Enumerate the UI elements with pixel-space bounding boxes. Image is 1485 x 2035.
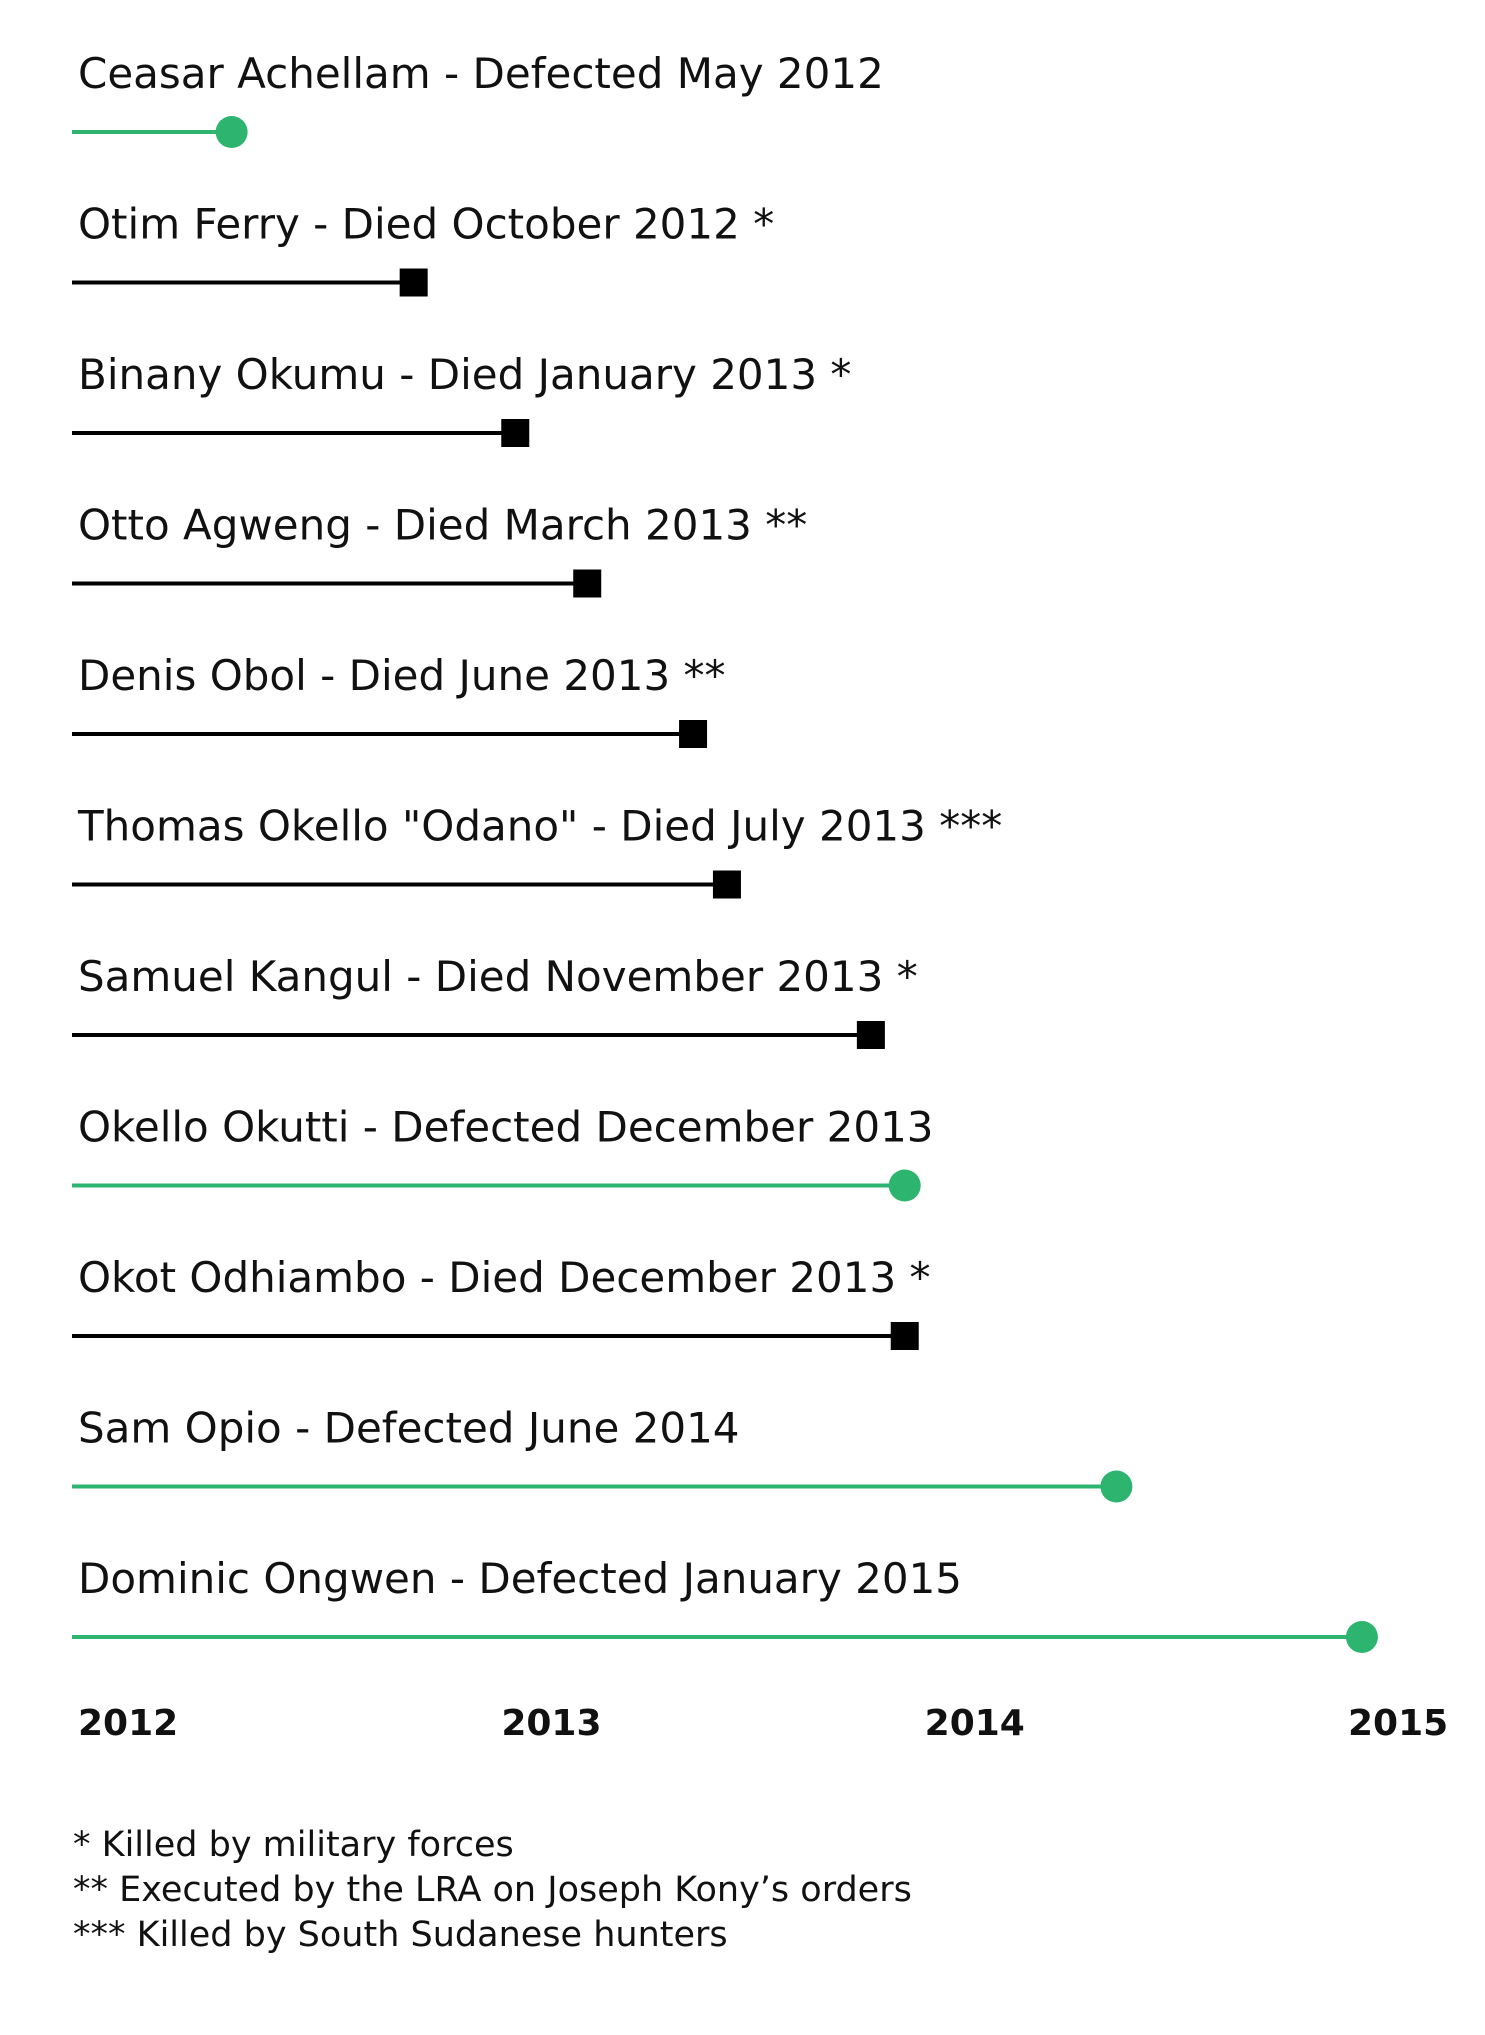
row-label: Okot Odhiambo - Died December 2013 * xyxy=(78,1253,931,1302)
axis-tick-label: 2012 xyxy=(78,1703,178,1744)
timeline-row: Okot Odhiambo - Died December 2013 * xyxy=(72,1253,931,1350)
timeline-row: Dominic Ongwen - Defected January 2015 xyxy=(72,1554,1378,1653)
timeline-row: Binany Okumu - Died January 2013 * xyxy=(72,350,851,447)
timeline-row: Ceasar Achellam - Defected May 2012 xyxy=(72,49,884,148)
row-label: Denis Obol - Died June 2013 ** xyxy=(78,651,726,700)
timeline-row: Thomas Okello "Odano" - Died July 2013 *… xyxy=(72,802,1002,899)
timeline-row: Otim Ferry - Died October 2012 * xyxy=(72,200,774,297)
died-marker xyxy=(856,1021,885,1049)
timeline-row: Otto Agweng - Died March 2013 ** xyxy=(72,501,807,598)
timeline-row: Samuel Kangul - Died November 2013 * xyxy=(72,952,918,1049)
defected-marker xyxy=(1100,1470,1133,1503)
defected-marker xyxy=(215,116,248,148)
died-marker xyxy=(712,870,741,899)
axis-tick-label: 2015 xyxy=(1348,1703,1448,1744)
defected-marker xyxy=(888,1169,921,1202)
died-marker xyxy=(573,569,602,598)
footnote-double-asterisk: ** Executed by the LRA on Joseph Kony’s … xyxy=(73,1870,912,1910)
row-label: Otto Agweng - Died March 2013 ** xyxy=(78,501,807,550)
defected-marker xyxy=(1345,1621,1378,1653)
row-label: Thomas Okello "Odano" - Died July 2013 *… xyxy=(77,802,1002,851)
died-marker xyxy=(679,720,708,748)
died-marker xyxy=(399,268,428,297)
axis-tick-label: 2013 xyxy=(501,1703,601,1744)
row-label: Otim Ferry - Died October 2012 * xyxy=(78,200,774,249)
timeline-chart: Ceasar Achellam - Defected May 2012 Otim … xyxy=(72,49,1448,1744)
timeline-row: Denis Obol - Died June 2013 ** xyxy=(72,651,726,748)
timeline-row: Sam Opio - Defected June 2014 xyxy=(72,1404,1133,1503)
row-label: Sam Opio - Defected June 2014 xyxy=(78,1404,740,1453)
row-label: Dominic Ongwen - Defected January 2015 xyxy=(78,1554,962,1603)
row-label: Okello Okutti - Defected December 2013 xyxy=(78,1103,934,1152)
axis-tick-label: 2014 xyxy=(925,1703,1025,1744)
row-label: Binany Okumu - Died January 2013 * xyxy=(78,350,851,399)
died-marker xyxy=(890,1322,919,1350)
footnote-triple-asterisk: *** Killed by South Sudanese hunters xyxy=(73,1915,728,1955)
footnote-single-asterisk: * Killed by military forces xyxy=(73,1825,514,1865)
row-label: Samuel Kangul - Died November 2013 * xyxy=(78,952,918,1001)
timeline-row: Okello Okutti - Defected December 2013 xyxy=(72,1103,934,1202)
died-marker xyxy=(501,419,530,447)
row-label: Ceasar Achellam - Defected May 2012 xyxy=(78,49,884,98)
